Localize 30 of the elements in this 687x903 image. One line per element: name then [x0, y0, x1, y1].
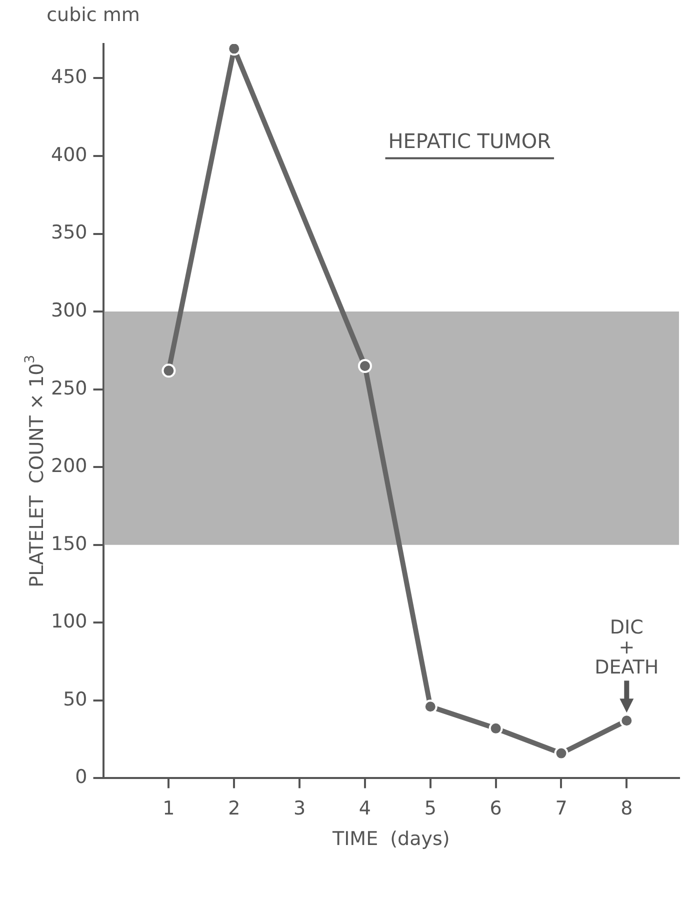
- point: [162, 364, 176, 378]
- annotation: DIC + DEATH: [594, 616, 659, 679]
- y-tick-label: 350: [51, 222, 88, 244]
- point: [620, 714, 634, 728]
- point: [358, 358, 372, 373]
- point: [554, 746, 568, 760]
- y-tick-label: 450: [51, 66, 88, 88]
- text: HEPATIC TUMOR: [388, 129, 552, 154]
- y-tick-label: 400: [51, 144, 88, 166]
- text: cubic mm: [46, 4, 140, 26]
- x-tick-label: 3: [293, 798, 306, 820]
- x-tick-label: 7: [555, 798, 568, 820]
- x-tick-label: 4: [358, 798, 372, 820]
- x-tick-label: 5: [424, 798, 436, 820]
- point: [227, 44, 242, 56]
- x-axis-title: TIME (days): [331, 828, 450, 850]
- y-tick-label: 250: [51, 377, 88, 400]
- x-tick-label: 8: [620, 798, 633, 820]
- point: [423, 700, 438, 714]
- y-tick-label: 50: [63, 688, 88, 710]
- x-tick-label: 1: [162, 798, 175, 820]
- y-tick-label: 0: [75, 766, 88, 788]
- y-tick-label: 150: [51, 532, 88, 555]
- y-axis-title: PLATELET COUNT × 103: [22, 354, 48, 588]
- x-tick-label: 2: [228, 798, 240, 820]
- y-tick-label: 300: [51, 299, 88, 322]
- y-tick-label: 100: [51, 610, 88, 633]
- y-tick-label: 200: [51, 455, 88, 478]
- point: [488, 721, 503, 736]
- x-tick-label: 6: [490, 798, 502, 820]
